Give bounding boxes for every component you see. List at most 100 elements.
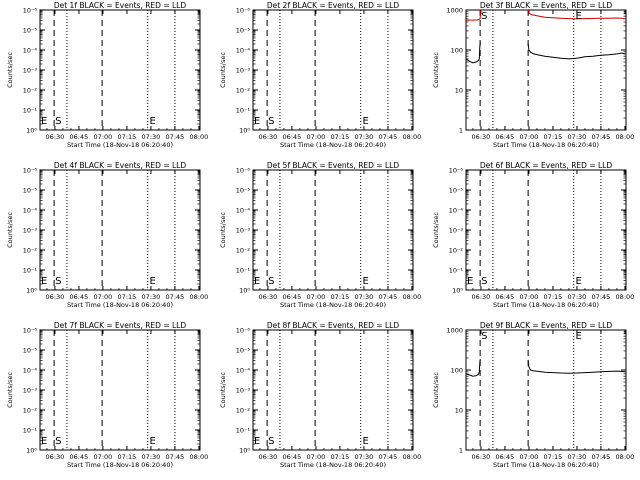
chart-panel-3: Det 3f BLACK = Events, RED = LLD 06:30 06:…	[432, 1, 634, 149]
edge-end-marker-label: E	[41, 276, 47, 287]
y-tick-label: 10⁻¹	[23, 427, 38, 435]
y-axis-label: Counts/sec	[432, 372, 440, 408]
y-tick-label: 10⁻¹	[236, 107, 251, 115]
x-tick-label: 06:30	[46, 453, 65, 461]
y-tick-label: 10⁻²	[236, 87, 251, 95]
x-tick-label: 07:45	[379, 293, 398, 301]
plot-frame	[39, 329, 201, 451]
chart-title: Det 5f BLACK = Events, RED = LLD	[267, 161, 400, 170]
x-tick-label: 07:45	[166, 133, 185, 141]
y-tick-label: 10⁻³	[236, 227, 251, 235]
x-tick-label: 06:30	[46, 133, 65, 141]
chart-panel-7: Det 7f BLACK = Events, RED = LLD 06:30 06:…	[6, 321, 208, 469]
y-tick-label: 10⁻²	[23, 407, 38, 415]
y-tick-label: 10⁻²	[23, 247, 38, 255]
y-tick-label: 1000	[446, 7, 463, 15]
x-tick-label: 07:15	[544, 133, 563, 141]
edge-end-marker-label: E	[467, 276, 473, 287]
x-tick-label: 08:00	[403, 453, 422, 461]
start-marker-label: S	[55, 436, 61, 447]
y-tick-label: 10⁻¹	[236, 267, 251, 275]
x-tick-label: 06:45	[496, 293, 515, 301]
x-axis-label: Start Time (18-Nov-18 06:20:40)	[493, 461, 599, 469]
y-axis-label: Counts/sec	[432, 212, 440, 248]
y-tick-label: 10⁻⁴	[236, 367, 251, 375]
y-tick-label: 10⁻³	[449, 227, 464, 235]
y-tick-label: 10⁰	[452, 287, 463, 295]
x-tick-label: 07:15	[331, 453, 350, 461]
y-tick-label: 10⁻⁴	[236, 47, 251, 55]
x-tick-label: 06:30	[472, 453, 491, 461]
y-tick-label: 10⁻⁴	[23, 367, 38, 375]
x-tick-label: 07:30	[355, 293, 374, 301]
chart-panel-5: Det 5f BLACK = Events, RED = LLD 06:30 06:…	[219, 161, 421, 309]
y-tick-label: 10⁻⁶	[236, 327, 251, 335]
x-tick-label: 07:45	[379, 453, 398, 461]
chart-panel-8: Det 8f BLACK = Events, RED = LLD 06:30 06:…	[219, 321, 421, 469]
y-tick-label: 10⁻²	[236, 407, 251, 415]
x-tick-label: 06:45	[496, 453, 515, 461]
y-tick-label: 10⁻⁶	[23, 167, 38, 175]
end-marker-label: E	[363, 436, 369, 447]
y-tick-label: 10⁻⁴	[23, 47, 38, 55]
x-tick-label: 07:30	[568, 133, 587, 141]
y-tick-label: 10⁻⁴	[449, 207, 464, 215]
start-marker-label: S	[481, 331, 487, 342]
start-marker-label: S	[481, 11, 487, 22]
x-tick-label: 07:30	[142, 293, 161, 301]
x-tick-label: 07:30	[355, 453, 374, 461]
lld-series-line	[465, 9, 482, 21]
y-axis-label: Counts/sec	[6, 372, 14, 408]
x-axis-label: Start Time (18-Nov-18 06:20:40)	[493, 141, 599, 149]
y-axis-label: Counts/sec	[219, 52, 227, 88]
plot-frame	[465, 329, 627, 451]
y-tick-label: 10⁻⁶	[23, 327, 38, 335]
y-tick-label: 10⁻⁵	[449, 187, 464, 195]
x-tick-label: 07:15	[118, 293, 137, 301]
y-tick-label: 10⁻⁶	[236, 7, 251, 15]
x-axis-label: Start Time (18-Nov-18 06:20:40)	[67, 301, 173, 309]
chart-title: Det 8f BLACK = Events, RED = LLD	[267, 321, 400, 330]
x-tick-label: 06:45	[283, 453, 302, 461]
chart-panel-2: Det 2f BLACK = Events, RED = LLD 06:30 06:…	[219, 1, 421, 149]
chart-panel-1: Det 1f BLACK = Events, RED = LLD 06:30 06:…	[6, 1, 208, 149]
plot-frame	[39, 169, 201, 291]
x-tick-label: 06:30	[259, 133, 278, 141]
y-tick-label: 10⁻⁶	[449, 167, 464, 175]
x-tick-label: 07:30	[142, 453, 161, 461]
y-axis-label: Counts/sec	[6, 212, 14, 248]
y-tick-label: 10⁰	[239, 127, 250, 135]
y-tick-label: 10⁰	[239, 447, 250, 455]
end-marker-label: E	[150, 116, 156, 127]
x-tick-label: 08:00	[616, 453, 635, 461]
y-axis-label: Counts/sec	[6, 52, 14, 88]
end-marker-label: E	[363, 116, 369, 127]
x-tick-label: 06:45	[283, 133, 302, 141]
x-tick-label: 08:00	[403, 133, 422, 141]
x-tick-label: 07:30	[568, 293, 587, 301]
edge-end-marker-label: E	[254, 276, 260, 287]
x-tick-label: 08:00	[190, 453, 209, 461]
x-tick-label: 07:45	[166, 293, 185, 301]
x-tick-label: 06:30	[259, 293, 278, 301]
x-axis-label: Start Time (18-Nov-18 06:20:40)	[67, 141, 173, 149]
x-tick-label: 08:00	[190, 133, 209, 141]
x-tick-label: 07:15	[118, 133, 137, 141]
y-tick-label: 10⁰	[26, 447, 37, 455]
y-tick-label: 10⁻⁶	[23, 7, 38, 15]
chart-title: Det 4f BLACK = Events, RED = LLD	[54, 161, 187, 170]
x-tick-label: 07:00	[520, 453, 539, 461]
x-tick-label: 07:15	[118, 453, 137, 461]
start-marker-label: S	[268, 276, 274, 287]
end-marker-label: E	[576, 331, 582, 342]
x-axis-label: Start Time (18-Nov-18 06:20:40)	[280, 461, 386, 469]
events-series-line	[527, 42, 626, 60]
x-tick-label: 06:45	[496, 133, 515, 141]
x-tick-label: 07:15	[331, 133, 350, 141]
end-marker-label: E	[150, 436, 156, 447]
start-marker-label: S	[268, 436, 274, 447]
chart-title: Det 1f BLACK = Events, RED = LLD	[54, 1, 187, 10]
events-series-line	[465, 359, 481, 377]
x-tick-label: 07:00	[94, 453, 113, 461]
plot-frame	[465, 9, 627, 131]
